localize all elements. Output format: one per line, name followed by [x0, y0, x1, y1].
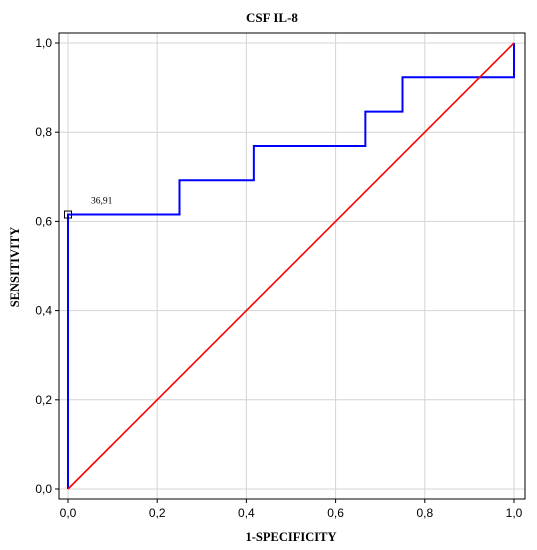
x-axis-label: 1-SPECIFICITY	[246, 530, 337, 544]
series-layer	[67, 42, 515, 490]
y-tick-label: 1,0	[35, 36, 52, 50]
plot-border	[58, 32, 526, 500]
chart-title: CSF IL-8	[246, 10, 298, 25]
roc-curve-line	[67, 43, 515, 489]
y-tick-label: 0,6	[35, 214, 52, 228]
y-tick-label: 0,0	[35, 482, 52, 496]
y-tick-label: 0,8	[35, 125, 52, 139]
ticks: 0,0 0,2 0,4 0,6 0,8 1,0 0,0 0,2 0,4 0,6 0,8 1,0	[35, 36, 522, 520]
y-tick-label: 0,2	[35, 393, 52, 407]
x-tick-label: 0,2	[149, 506, 166, 520]
x-tick-label: 0,6	[327, 506, 344, 520]
x-tick-label: 0,4	[238, 506, 255, 520]
cutoff-label: 36,91	[91, 197, 113, 207]
y-axis-label: SENSITIVITY	[8, 227, 22, 308]
plot-frame	[58, 32, 526, 500]
annotations: 36,91	[64, 197, 113, 219]
x-tick-label: 1,0	[506, 506, 523, 520]
x-tick-label: 0,8	[416, 506, 433, 520]
cutoff-marker	[64, 210, 72, 219]
x-tick-label: 0,0	[60, 506, 77, 520]
y-tick-label: 0,4	[35, 304, 52, 318]
reference-diagonal-line	[67, 42, 515, 490]
grid	[59, 33, 525, 499]
